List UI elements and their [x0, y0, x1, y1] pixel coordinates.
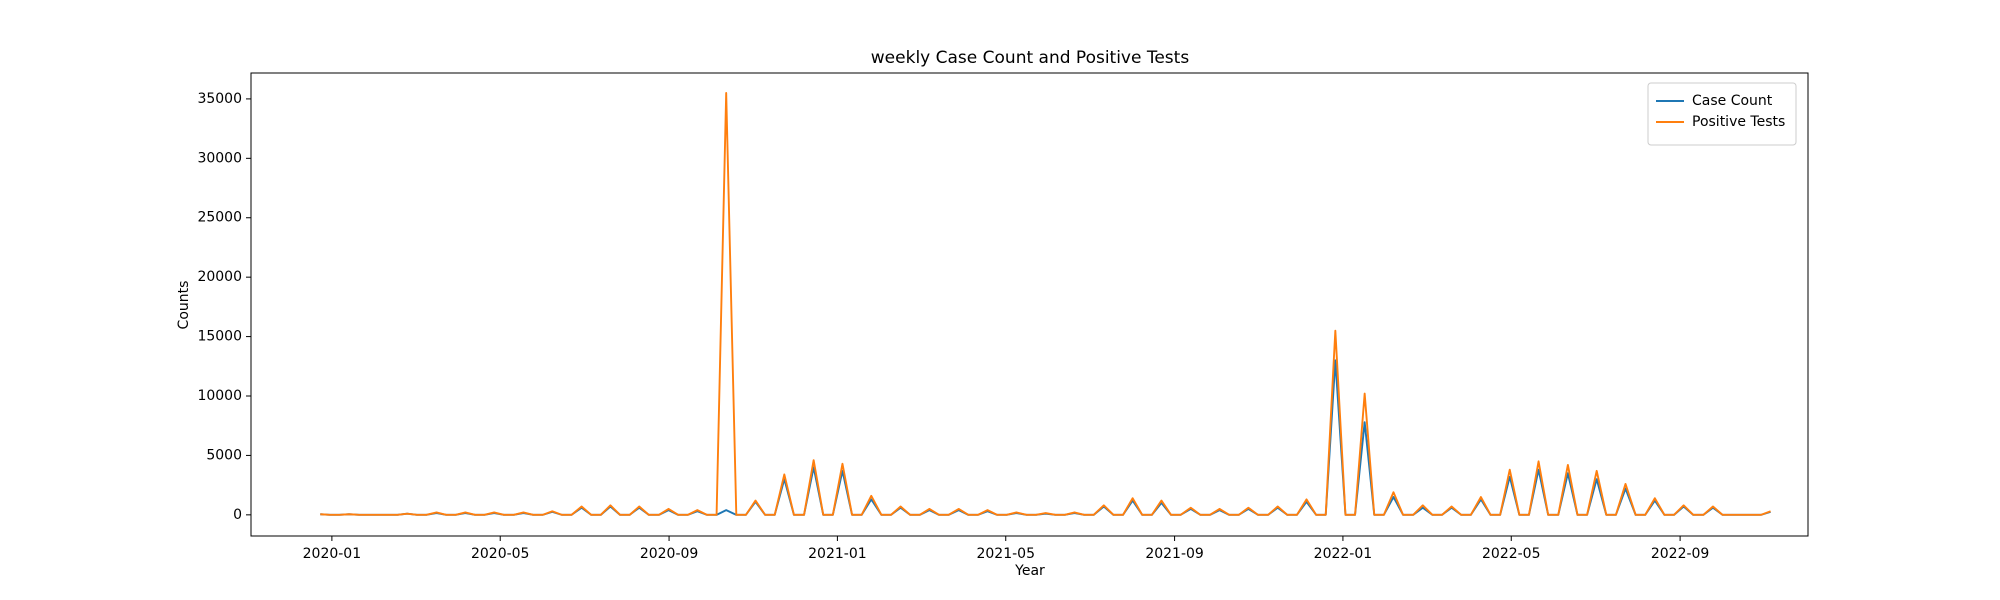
axes-frame [250, 72, 1809, 537]
x-tick-label: 2021-09 [1145, 546, 1204, 562]
x-tick-label: 2020-09 [640, 546, 699, 562]
legend-box [1647, 82, 1797, 146]
y-tick-label: 5000 [206, 447, 242, 463]
x-tick-label: 2022-01 [1314, 546, 1373, 562]
y-tick-label: 30000 [197, 150, 242, 166]
y-tick-label: 0 [233, 507, 242, 523]
y-tick-label: 25000 [197, 210, 242, 226]
x-axis-label: Year [1014, 563, 1045, 579]
chart-title: weekly Case Count and Positive Tests [871, 48, 1190, 68]
legend-label: Case Count [1692, 93, 1773, 109]
x-tick-label: 2020-01 [303, 546, 362, 562]
legend-label: Positive Tests [1692, 114, 1785, 130]
line-series [320, 359, 1771, 516]
line-series [320, 92, 1771, 516]
x-tick-label: 2020-05 [471, 546, 530, 562]
y-tick-label: 10000 [197, 388, 242, 404]
y-tick-label: 35000 [197, 91, 242, 107]
x-tick-label: 2021-05 [976, 546, 1035, 562]
y-tick-label: 20000 [197, 269, 242, 285]
y-tick-label: 15000 [197, 329, 242, 345]
x-tick-label: 2021-01 [808, 546, 867, 562]
y-axis-label: Counts [176, 281, 192, 330]
x-tick-label: 2022-05 [1482, 546, 1541, 562]
x-tick-label: 2022-09 [1651, 546, 1710, 562]
